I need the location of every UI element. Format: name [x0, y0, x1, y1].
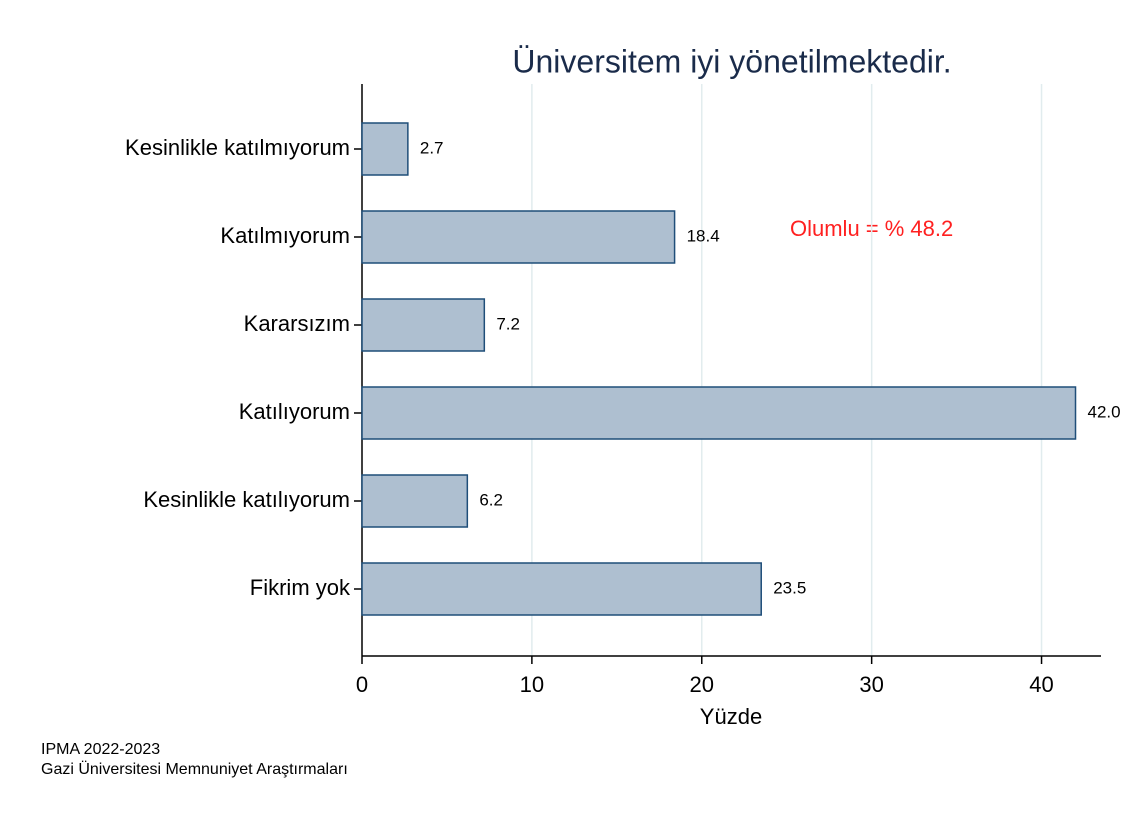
x-tick-label: 40	[1029, 672, 1053, 697]
x-tick-label: 30	[859, 672, 883, 697]
footnote: IPMA 2022-2023	[41, 741, 160, 758]
data-label: 23.5	[773, 578, 806, 597]
x-axis-label: Yüzde	[700, 704, 762, 729]
y-tick-label: Kararsızım	[244, 311, 350, 336]
y-tick-label: Katılıyorum	[239, 399, 350, 424]
x-tick-label: 10	[520, 672, 544, 697]
y-tick-label: Kesinlikle katılıyorum	[143, 487, 350, 512]
bar	[361, 474, 469, 528]
data-label: 2.7	[420, 138, 444, 157]
x-tick-label: 0	[356, 672, 368, 697]
data-label: 7.2	[496, 314, 520, 333]
data-label: 18.4	[687, 226, 720, 245]
bar	[361, 562, 762, 616]
data-label: 6.2	[479, 490, 503, 509]
footnote: Gazi Üniversitesi Memnuniyet Araştırmala…	[41, 760, 348, 778]
bar	[361, 386, 1077, 440]
bar	[361, 298, 486, 352]
bar	[361, 122, 409, 176]
data-label: 42.0	[1088, 402, 1121, 421]
bar	[361, 210, 676, 264]
y-tick-label: Kesinlikle katılmıyorum	[125, 135, 350, 160]
chart-title: Üniversitem iyi yönetilmektedir.	[512, 43, 951, 79]
x-tick-label: 20	[690, 672, 714, 697]
y-tick-label: Katılmıyorum	[220, 223, 350, 248]
y-tick-label: Fikrim yok	[250, 575, 351, 600]
